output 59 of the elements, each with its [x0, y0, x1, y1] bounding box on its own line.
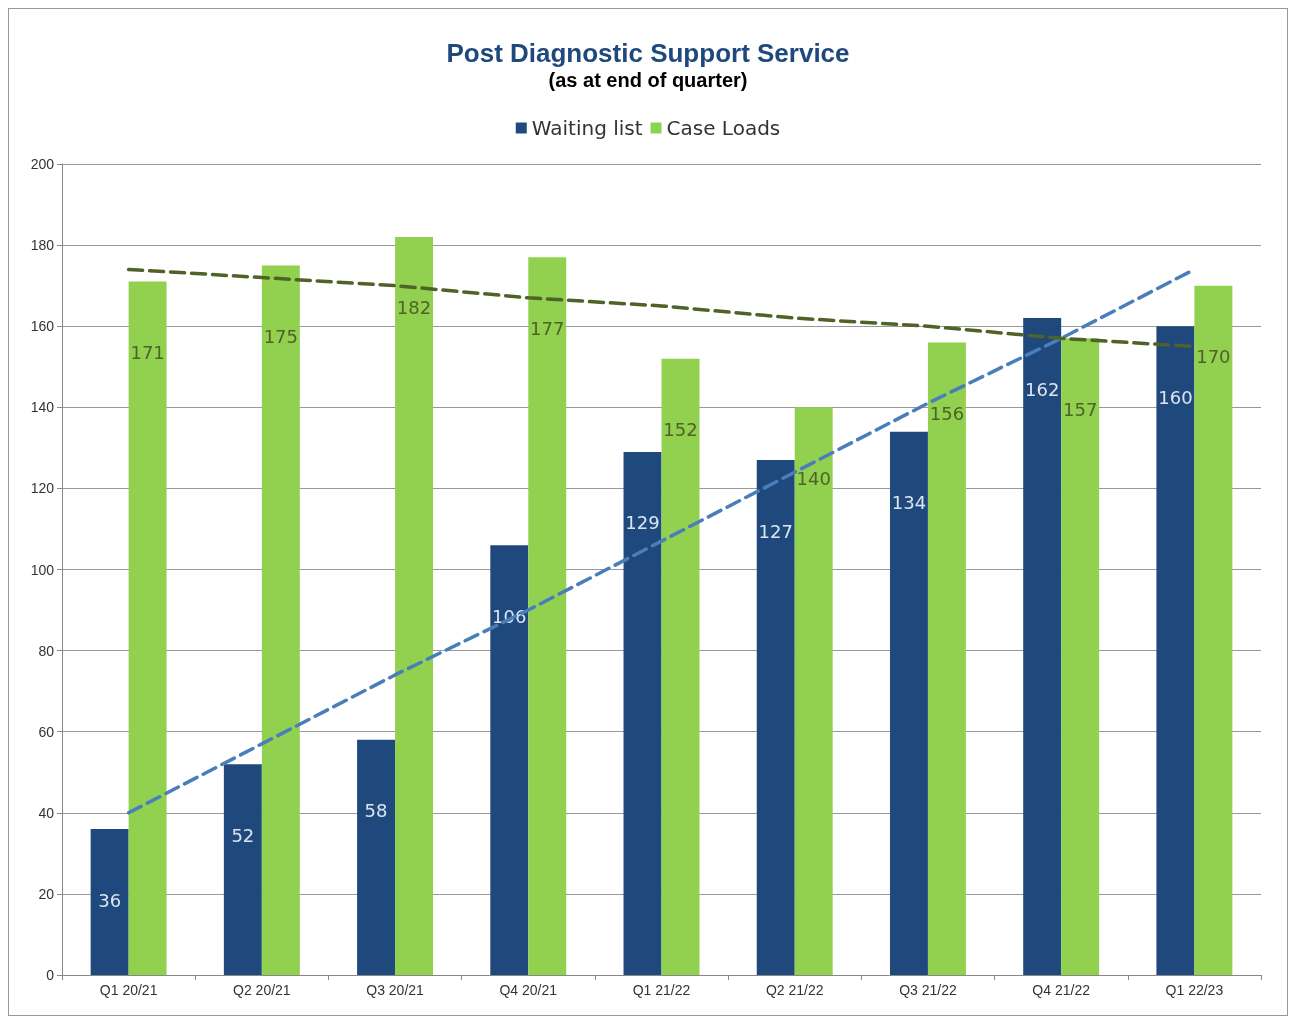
bar	[90, 829, 129, 975]
y-tick-label: 140	[30, 399, 55, 416]
bar	[889, 431, 928, 975]
bar	[223, 764, 262, 975]
data-label: 160	[1158, 386, 1193, 408]
data-label: 156	[929, 402, 965, 424]
bar	[661, 358, 700, 975]
legend-label: Waiting list	[531, 116, 643, 140]
y-tick-label: 20	[38, 885, 55, 902]
bar	[794, 407, 833, 975]
x-tick-label: Q3 21/22	[899, 982, 957, 998]
data-label: 52	[231, 824, 255, 846]
chart-subtitle: (as at end of quarter)	[548, 69, 748, 91]
bar	[528, 257, 567, 975]
data-label: 177	[530, 317, 565, 339]
chart-title: Post Diagnostic Support Service	[446, 38, 850, 68]
bar	[623, 451, 662, 975]
bar	[756, 460, 795, 975]
bar	[927, 342, 966, 975]
y-tick-label: 80	[38, 642, 55, 659]
data-label: 152	[663, 419, 698, 441]
bar	[128, 281, 167, 975]
data-label: 170	[1196, 346, 1231, 368]
x-tick-label: Q3 20/21	[366, 982, 425, 998]
data-label: 162	[1025, 378, 1060, 400]
bar	[357, 739, 396, 975]
y-tick-label: 60	[38, 723, 55, 740]
data-label: 36	[98, 889, 122, 911]
data-label: 182	[396, 297, 432, 319]
bar	[1156, 326, 1195, 975]
data-label: 171	[130, 342, 165, 364]
x-tick-label: Q4 20/21	[499, 982, 558, 998]
x-tick-label: Q1 20/21	[99, 982, 158, 998]
legend-label: Case Loads	[666, 116, 781, 140]
y-tick-label: 160	[30, 318, 55, 335]
bar	[490, 545, 529, 975]
y-tick-label: 100	[30, 561, 55, 578]
data-label: 140	[796, 467, 831, 489]
y-tick-label: 0	[46, 967, 55, 983]
data-label: 175	[263, 325, 298, 347]
data-label: 129	[625, 512, 660, 534]
x-tick-label: Q1 21/22	[632, 982, 691, 998]
bar	[1023, 318, 1062, 975]
x-tick-label: Q1 22/23	[1165, 982, 1224, 998]
y-tick-label: 40	[38, 804, 55, 821]
y-tick-label: 120	[30, 480, 55, 497]
x-tick-label: Q4 21/22	[1032, 982, 1091, 998]
bar	[261, 265, 300, 975]
bar	[395, 236, 434, 975]
data-label: 134	[891, 492, 927, 514]
y-tick-label: 200	[30, 156, 55, 172]
x-tick-label: Q2 21/22	[765, 982, 824, 998]
y-tick-label: 180	[30, 237, 55, 254]
bar	[1061, 338, 1100, 975]
x-tick-label: Q2 20/21	[233, 982, 291, 998]
data-label: 58	[364, 800, 388, 822]
bar	[1194, 285, 1233, 975]
data-label: 127	[758, 520, 793, 542]
data-label: 157	[1062, 398, 1098, 420]
